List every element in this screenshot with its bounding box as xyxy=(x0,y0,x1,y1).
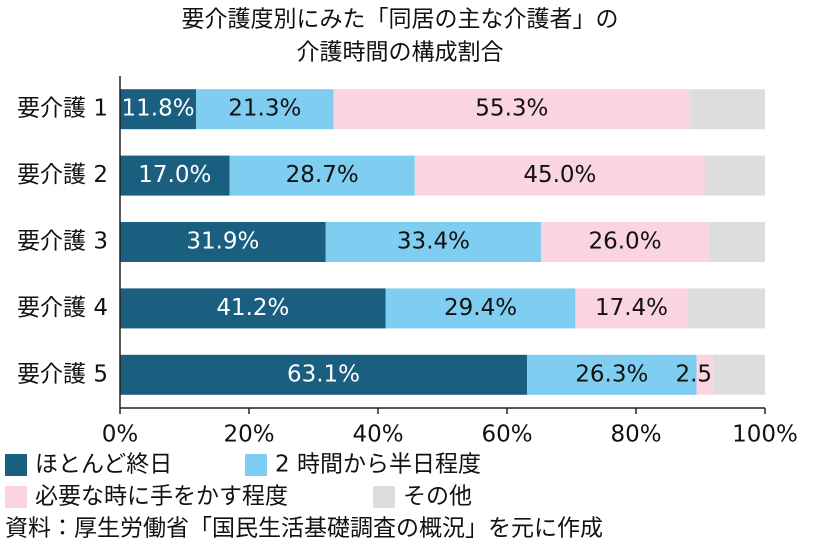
legend-label: その他 xyxy=(403,484,472,510)
value-label: 28.7% xyxy=(286,162,359,188)
bar-segment xyxy=(690,89,765,130)
source-note: 資料：厚生労働省「国民生活基礎調査の概況」を元に作成 xyxy=(5,516,603,542)
bar-segment xyxy=(708,222,765,262)
value-label: 55.3% xyxy=(475,96,548,122)
legend-swatch xyxy=(5,454,27,476)
bar-segment xyxy=(120,288,386,329)
value-label: 45.0% xyxy=(523,162,596,188)
x-tick-label: 0% xyxy=(102,422,139,448)
bar-segment xyxy=(696,354,713,395)
bar-segment xyxy=(325,222,542,262)
x-tick-label: 60% xyxy=(481,422,532,448)
bar-segment xyxy=(120,354,527,395)
value-label: 21.3% xyxy=(228,96,301,122)
bar-segment xyxy=(120,155,230,196)
bar-segment xyxy=(414,155,706,196)
value-label: 26.0% xyxy=(588,229,661,255)
bar-segment xyxy=(712,354,765,395)
chart-title: 要介護度別にみた「同居の主な介護者」の xyxy=(182,7,619,33)
y-tick-label: 要介護 5 xyxy=(17,361,108,387)
legend-swatch xyxy=(5,486,27,508)
x-tick-label: 80% xyxy=(610,422,661,448)
x-tick-label: 40% xyxy=(352,422,403,448)
y-tick-label: 要介護 2 xyxy=(17,162,108,188)
bar-segment xyxy=(385,288,576,329)
value-label: 33.4% xyxy=(397,229,470,255)
bar-segment xyxy=(229,155,415,196)
legend-swatch xyxy=(373,486,395,508)
bar-segment xyxy=(575,288,688,329)
value-label: 11.8% xyxy=(122,96,195,122)
legend-label: 2 時間から半日程度 xyxy=(275,452,481,478)
y-tick-label: 要介護 3 xyxy=(17,229,108,255)
bar-segment xyxy=(705,155,765,196)
bar-segment xyxy=(120,89,197,130)
chart-title: 介護時間の構成割合 xyxy=(297,40,504,66)
legend-swatch xyxy=(245,454,267,476)
bar-segment xyxy=(196,89,334,130)
y-tick-label: 要介護 4 xyxy=(17,295,108,321)
bar-segment xyxy=(120,222,326,262)
value-label: 17.0% xyxy=(138,162,211,188)
bar-segment xyxy=(333,89,691,130)
bar-segment xyxy=(526,354,697,395)
bar-segment xyxy=(687,288,765,329)
x-tick-label: 20% xyxy=(223,422,274,448)
bar-segment xyxy=(541,222,709,262)
value-label: 26.3% xyxy=(575,361,648,387)
legend-label: 必要な時に手をかす程度 xyxy=(35,484,288,510)
legend-label: ほとんど終日 xyxy=(35,452,172,478)
value-label: 29.4% xyxy=(444,295,517,321)
value-label: 63.1% xyxy=(287,361,360,387)
value-label: 41.2% xyxy=(216,295,289,321)
value-label: 31.9% xyxy=(186,229,259,255)
value-label: 17.4% xyxy=(595,295,668,321)
x-tick-label: 100% xyxy=(732,422,798,448)
y-tick-label: 要介護 1 xyxy=(17,96,108,122)
